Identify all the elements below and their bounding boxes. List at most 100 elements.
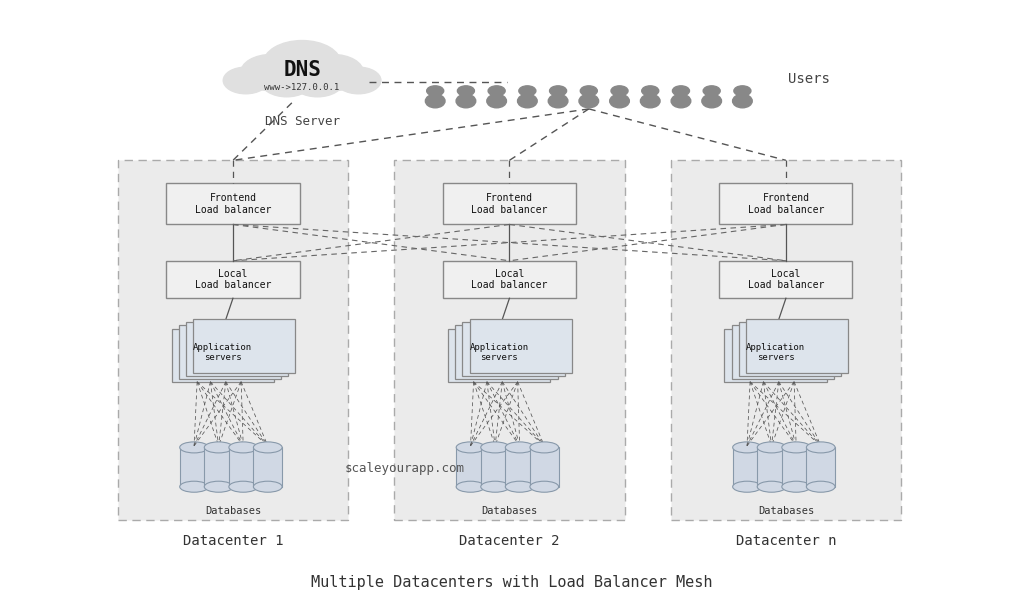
Ellipse shape: [732, 94, 753, 108]
Bar: [481, 448, 510, 486]
Circle shape: [703, 86, 720, 96]
Ellipse shape: [579, 94, 599, 108]
FancyBboxPatch shape: [118, 160, 348, 520]
Circle shape: [302, 54, 364, 91]
FancyBboxPatch shape: [455, 325, 557, 379]
FancyBboxPatch shape: [739, 322, 842, 376]
Circle shape: [458, 86, 474, 96]
Circle shape: [581, 86, 597, 96]
Text: Application
servers: Application servers: [746, 343, 805, 362]
FancyBboxPatch shape: [469, 319, 571, 373]
FancyBboxPatch shape: [745, 319, 848, 373]
Circle shape: [519, 86, 536, 96]
FancyBboxPatch shape: [725, 329, 827, 382]
Text: www->127.0.0.1: www->127.0.0.1: [264, 83, 340, 92]
Ellipse shape: [530, 442, 559, 453]
Ellipse shape: [733, 481, 762, 492]
Ellipse shape: [505, 442, 535, 453]
Text: Local
Load balancer: Local Load balancer: [195, 269, 271, 290]
Ellipse shape: [204, 481, 233, 492]
Bar: [229, 448, 258, 486]
FancyBboxPatch shape: [178, 325, 281, 379]
Text: Frontend
Load balancer: Frontend Load balancer: [471, 193, 548, 215]
Ellipse shape: [530, 481, 559, 492]
Text: Local
Load balancer: Local Load balancer: [748, 269, 824, 290]
Text: scaleyourapp.com: scaleyourapp.com: [344, 462, 465, 476]
Text: Datacenter n: Datacenter n: [735, 534, 837, 548]
Circle shape: [427, 86, 443, 96]
FancyBboxPatch shape: [720, 183, 853, 224]
Circle shape: [611, 86, 628, 96]
FancyBboxPatch shape: [166, 183, 299, 224]
FancyBboxPatch shape: [171, 329, 273, 382]
Text: Frontend
Load balancer: Frontend Load balancer: [195, 193, 271, 215]
FancyBboxPatch shape: [394, 160, 625, 520]
Ellipse shape: [229, 481, 258, 492]
Ellipse shape: [782, 442, 811, 453]
Ellipse shape: [180, 481, 209, 492]
Circle shape: [292, 67, 343, 97]
Ellipse shape: [457, 442, 485, 453]
Text: Databases: Databases: [205, 506, 261, 517]
Circle shape: [263, 41, 341, 87]
Ellipse shape: [456, 94, 476, 108]
Text: Application
servers: Application servers: [470, 343, 528, 362]
Bar: [457, 448, 485, 486]
Text: Users: Users: [788, 71, 830, 86]
Circle shape: [261, 67, 312, 97]
FancyBboxPatch shape: [442, 183, 575, 224]
Circle shape: [488, 86, 505, 96]
Ellipse shape: [457, 481, 485, 492]
Circle shape: [223, 67, 268, 94]
Ellipse shape: [733, 442, 762, 453]
Text: Databases: Databases: [481, 506, 538, 517]
Text: Local
Load balancer: Local Load balancer: [471, 269, 548, 290]
Ellipse shape: [548, 94, 568, 108]
Ellipse shape: [807, 481, 836, 492]
Ellipse shape: [254, 481, 283, 492]
Ellipse shape: [254, 442, 283, 453]
Ellipse shape: [671, 94, 691, 108]
Bar: [180, 448, 209, 486]
Ellipse shape: [481, 442, 510, 453]
Bar: [733, 448, 762, 486]
Circle shape: [642, 86, 658, 96]
Text: Multiple Datacenters with Load Balancer Mesh: Multiple Datacenters with Load Balancer …: [311, 575, 713, 590]
FancyBboxPatch shape: [720, 261, 853, 298]
Bar: [530, 448, 559, 486]
Ellipse shape: [204, 442, 233, 453]
Circle shape: [550, 86, 566, 96]
Bar: [758, 448, 786, 486]
Circle shape: [241, 54, 302, 91]
Text: Datacenter 1: Datacenter 1: [182, 534, 284, 548]
FancyBboxPatch shape: [449, 329, 551, 382]
Text: Datacenter 2: Datacenter 2: [459, 534, 560, 548]
Ellipse shape: [505, 481, 535, 492]
Ellipse shape: [425, 94, 445, 108]
Text: Frontend
Load balancer: Frontend Load balancer: [748, 193, 824, 215]
Text: DNS: DNS: [284, 59, 321, 80]
Bar: [254, 448, 283, 486]
Bar: [204, 448, 232, 486]
Ellipse shape: [486, 94, 507, 108]
Bar: [807, 448, 836, 486]
Ellipse shape: [180, 442, 209, 453]
Ellipse shape: [758, 481, 786, 492]
Ellipse shape: [807, 442, 836, 453]
Ellipse shape: [517, 94, 538, 108]
FancyBboxPatch shape: [193, 319, 295, 373]
FancyBboxPatch shape: [442, 261, 575, 298]
Circle shape: [734, 86, 751, 96]
Bar: [505, 448, 535, 486]
Text: DNS Server: DNS Server: [264, 115, 340, 128]
FancyBboxPatch shape: [671, 160, 901, 520]
Ellipse shape: [481, 481, 510, 492]
Ellipse shape: [640, 94, 660, 108]
FancyBboxPatch shape: [166, 261, 299, 298]
FancyBboxPatch shape: [463, 322, 565, 376]
Ellipse shape: [782, 481, 811, 492]
Ellipse shape: [609, 94, 630, 108]
FancyBboxPatch shape: [186, 322, 289, 376]
FancyBboxPatch shape: [731, 325, 834, 379]
Ellipse shape: [758, 442, 786, 453]
